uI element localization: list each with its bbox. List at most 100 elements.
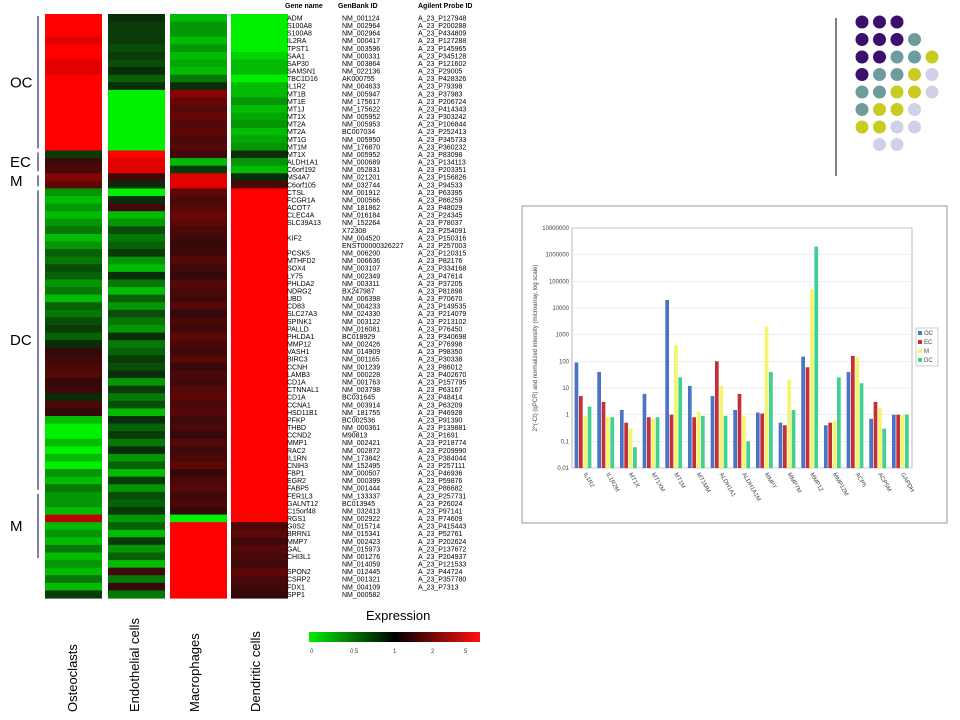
- probe-id: A_23_P63167: [418, 387, 462, 394]
- dot: [855, 68, 869, 81]
- bar: [882, 428, 887, 468]
- heatmap-cell: [45, 332, 102, 341]
- gene-name: ALDH1A1: [287, 160, 318, 167]
- probe-id: A_23_P48029: [418, 205, 462, 212]
- heatmap-cell: [108, 21, 165, 30]
- heatmap-cell: [108, 355, 165, 364]
- dot: [925, 68, 939, 81]
- genbank-id: NM_000399: [342, 478, 380, 485]
- gene-name: RGS1: [287, 516, 306, 523]
- probe-id: A_23_P157795: [418, 380, 466, 387]
- probe-id: A_23_P97141: [418, 508, 462, 515]
- probe-id: A_23_P345128: [418, 53, 466, 60]
- genbank-id: NM_001165: [342, 357, 380, 364]
- heatmap-cell: [108, 506, 165, 516]
- heatmap-cell: [231, 188, 288, 197]
- legend-label: OC: [924, 331, 934, 337]
- genbank-id: BC002536: [342, 417, 375, 424]
- heatmap-cell: [170, 165, 227, 174]
- genbank-id: NM_002964: [342, 23, 380, 30]
- heatmap-cell: [45, 469, 102, 478]
- bar: [692, 417, 697, 468]
- heatmap-cell: [108, 67, 165, 76]
- heatmap-cell: [108, 249, 165, 258]
- genbank-id: NM_016184: [342, 213, 380, 220]
- heatmap-cell: [231, 180, 288, 190]
- probe-id: A_23_P52761: [418, 531, 462, 538]
- probe-id: A_23_P24345: [418, 213, 462, 220]
- heatmap-cell: [231, 385, 288, 394]
- dot: [890, 85, 904, 99]
- heatmap-cell: [45, 203, 102, 212]
- gene-name: VASH1: [287, 349, 310, 356]
- gene-name: S100A8: [287, 31, 312, 38]
- probe-id: A_23_P434809: [418, 31, 466, 38]
- genbank-id: NM_001239: [342, 364, 380, 371]
- heatmap-cell: [231, 264, 288, 273]
- gene-name: CLEC4A: [287, 213, 315, 220]
- heatmap-cell: [231, 294, 288, 303]
- heatmap-cell: [108, 309, 165, 318]
- heatmap-cell: [170, 438, 227, 447]
- heatmap-cell: [108, 203, 165, 212]
- heatmap-cell: [108, 120, 165, 129]
- legend-tick: 5: [464, 649, 468, 655]
- bar: [723, 415, 728, 468]
- heatmap-cell: [231, 370, 288, 379]
- probe-id: A_23_P44724: [418, 569, 462, 576]
- gene-name: MT1M: [287, 144, 307, 151]
- gene-name: EGR2: [287, 478, 306, 485]
- bar: [619, 409, 624, 468]
- heatmap-cell: [231, 233, 288, 243]
- gene-name: THBD: [287, 425, 306, 432]
- bar: [665, 299, 669, 468]
- heatmap-cell: [170, 36, 227, 45]
- heatmap-cell: [231, 51, 288, 61]
- heatmap-cell: [45, 264, 102, 273]
- genbank-id: NM_012445: [342, 569, 380, 576]
- heatmap-cell: [45, 393, 102, 402]
- genbank-id: NM_001444: [342, 486, 380, 493]
- dot: [873, 33, 886, 46]
- heatmap-cell: [170, 150, 227, 159]
- probe-id: A_23_P30338: [418, 357, 462, 364]
- heatmap-cell: [170, 279, 227, 288]
- heatmap-cell: [45, 522, 102, 531]
- heatmap-cell: [170, 347, 227, 356]
- legend-swatch: [918, 358, 922, 362]
- bar: [687, 385, 692, 468]
- heatmap-cell: [45, 461, 102, 470]
- genbank-id: NM_005952: [342, 152, 380, 159]
- heatmap-cell: [108, 165, 165, 174]
- bar: [891, 414, 896, 468]
- gene-name: ADM: [287, 15, 303, 22]
- gene-name: SPP1: [287, 592, 305, 599]
- column-label: Macrophages: [187, 633, 202, 712]
- column-label: Dendritic cells: [248, 631, 263, 712]
- probe-id: A_23_P415443: [418, 524, 466, 531]
- genbank-id: NM_005952: [342, 114, 380, 121]
- heatmap-cell: [170, 590, 227, 599]
- heatmap-cell: [108, 14, 165, 23]
- bar: [769, 371, 773, 468]
- heatmap-cell: [231, 567, 288, 576]
- bar: [601, 401, 606, 468]
- bar: [873, 401, 878, 468]
- dot: [908, 120, 921, 134]
- gene-name: MT1G: [287, 137, 306, 144]
- heatmap-cell: [45, 294, 102, 303]
- heatmap-cell: [108, 560, 165, 569]
- dot: [873, 85, 886, 99]
- heatmap-cell: [45, 453, 102, 463]
- probe-id: A_23_P1691: [418, 433, 459, 440]
- group-label: DC: [10, 332, 32, 349]
- heatmap-cell: [108, 127, 165, 136]
- gene-name: BIRC3: [287, 357, 308, 364]
- dot: [855, 85, 869, 99]
- heatmap-cell: [45, 188, 102, 197]
- heatmap-cell: [45, 82, 102, 91]
- genbank-id: NM_175622: [342, 107, 380, 114]
- probe-id: A_23_P257111: [418, 463, 465, 470]
- heatmap-cell: [45, 67, 102, 76]
